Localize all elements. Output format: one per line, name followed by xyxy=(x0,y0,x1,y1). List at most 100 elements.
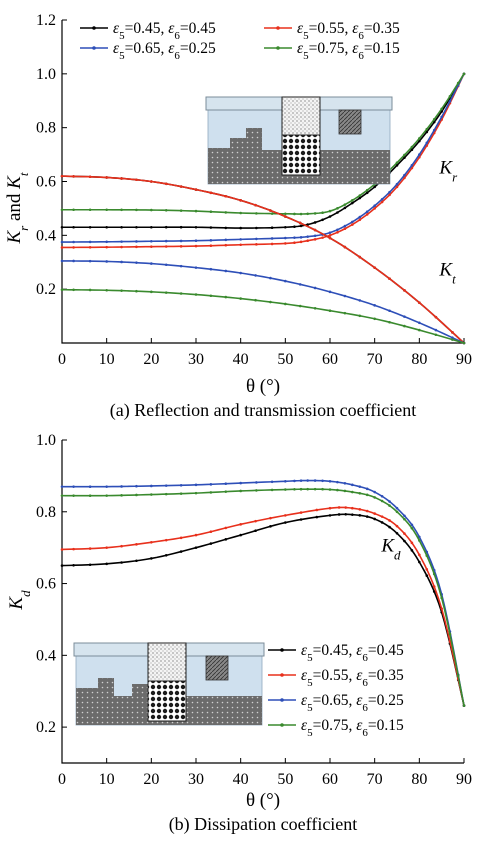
series-point xyxy=(88,240,92,244)
series-point xyxy=(313,487,317,491)
series-point xyxy=(72,547,75,551)
series-point xyxy=(60,485,64,488)
series-point xyxy=(337,513,341,516)
series-point xyxy=(255,481,258,484)
series-point xyxy=(418,301,421,304)
series-line xyxy=(61,260,465,344)
series-point xyxy=(209,191,213,195)
series-point xyxy=(336,488,339,492)
series-point xyxy=(135,240,138,243)
series-point xyxy=(299,212,303,216)
series-point xyxy=(425,574,429,577)
series-point xyxy=(328,488,332,491)
series-point xyxy=(395,506,399,510)
series-point xyxy=(336,480,339,484)
series-point xyxy=(270,480,274,484)
series-point xyxy=(388,504,391,507)
series-point xyxy=(224,482,228,485)
series-point xyxy=(298,304,302,308)
series-point xyxy=(209,267,213,271)
series-point xyxy=(270,212,274,215)
series-point xyxy=(344,506,348,509)
series-point xyxy=(410,541,414,545)
x-tick-label: 50 xyxy=(277,351,293,368)
series-point xyxy=(344,512,348,516)
reflection-transmission-chart: 0 10 20 30 40 50 60 70 80 90 0.2 0.4 0.6 0.8 1.0 1.2 ε5… xyxy=(4,12,472,421)
series-point xyxy=(255,212,258,215)
series-point xyxy=(150,225,153,229)
series-point xyxy=(328,231,332,234)
series-point xyxy=(351,199,354,202)
breakwater-inset-a xyxy=(205,96,393,185)
series-point xyxy=(336,228,339,232)
series-point xyxy=(380,521,384,524)
series-point xyxy=(209,226,213,229)
series-point xyxy=(380,197,384,201)
series-point xyxy=(255,243,258,246)
series-point xyxy=(440,596,443,600)
series-point xyxy=(328,215,332,218)
series-point xyxy=(418,553,421,557)
series-point xyxy=(120,260,123,264)
legend-marker xyxy=(280,648,284,652)
series-point xyxy=(328,209,332,213)
series-point xyxy=(395,532,399,535)
annotations-b: Kd xyxy=(380,535,401,562)
series-point xyxy=(358,215,362,219)
series-point xyxy=(351,506,354,510)
series-point xyxy=(313,238,317,241)
series-point xyxy=(403,315,406,318)
series-point xyxy=(418,153,421,156)
series-point xyxy=(373,207,376,210)
series-point xyxy=(425,554,429,557)
series-point xyxy=(343,203,347,206)
series-point xyxy=(179,185,183,188)
series-point xyxy=(284,514,287,517)
series-point xyxy=(284,236,287,240)
series-point xyxy=(135,225,138,229)
series-point xyxy=(179,550,183,553)
series-point xyxy=(164,245,168,248)
series-point xyxy=(179,225,183,229)
series-point xyxy=(72,240,75,244)
series-point xyxy=(373,496,376,499)
series-point xyxy=(403,156,406,159)
series-point xyxy=(403,289,406,292)
series-point xyxy=(179,264,183,268)
series-point xyxy=(358,514,362,517)
series-point xyxy=(343,206,347,210)
series-point xyxy=(269,300,272,304)
series-point xyxy=(395,164,399,167)
series-point xyxy=(434,333,438,337)
series-point xyxy=(425,141,429,145)
series-point xyxy=(120,289,123,292)
series-point xyxy=(284,242,287,245)
series-point xyxy=(299,240,303,244)
series-point xyxy=(313,286,317,290)
series-point xyxy=(270,237,274,240)
series-point xyxy=(135,261,138,264)
series-point xyxy=(313,228,317,232)
series-point xyxy=(224,538,228,541)
series-point xyxy=(224,490,228,493)
series-point xyxy=(313,221,317,224)
y-tick-label: 0.8 xyxy=(36,120,56,137)
series-point xyxy=(270,488,274,492)
series-point xyxy=(328,290,332,294)
legend-marker xyxy=(280,673,284,677)
series-point xyxy=(388,277,391,281)
series-point xyxy=(343,311,347,315)
series-point xyxy=(440,115,443,119)
series-point xyxy=(194,533,198,537)
series-point xyxy=(72,485,75,488)
series-point xyxy=(269,525,272,528)
series-point xyxy=(343,481,347,485)
series-point xyxy=(150,239,153,243)
x-tick-label: 40 xyxy=(233,771,249,788)
series-point xyxy=(410,549,414,552)
series-point xyxy=(299,224,303,228)
series-point xyxy=(209,483,213,486)
series-point xyxy=(164,239,168,243)
series-point xyxy=(105,562,108,566)
legend-entry: ε5=0.65, ε6=0.25 xyxy=(301,692,404,714)
